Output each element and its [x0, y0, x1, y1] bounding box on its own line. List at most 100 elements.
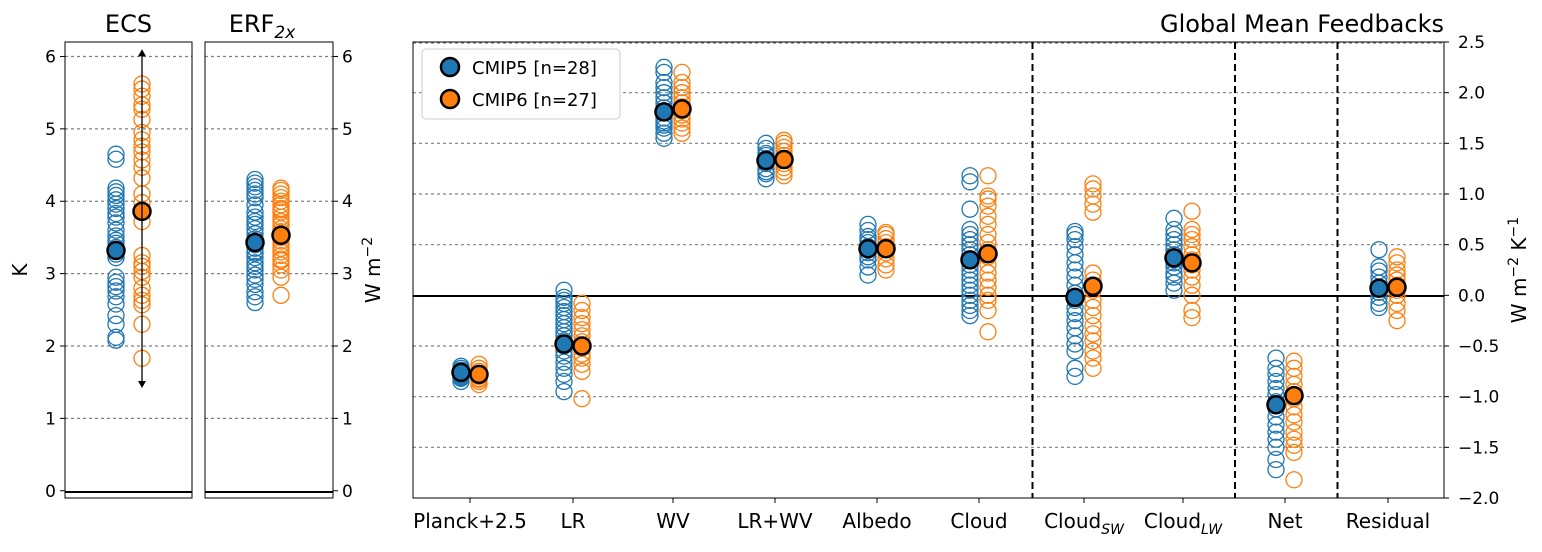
- model-point-cmip6: [979, 167, 997, 185]
- erf-y-ticks: 0 1 2 3 4 5 6: [333, 47, 353, 502]
- ecs-points: [106, 49, 152, 388]
- feedback-points: [451, 58, 1407, 489]
- model-point-cmip6: [979, 301, 997, 320]
- x-tick-label-sub: SW: [1101, 522, 1125, 538]
- model-point-cmip6: [1084, 187, 1102, 205]
- feedback-separators: [1031, 42, 1339, 498]
- model-point-cmip5: [107, 150, 125, 168]
- erf-gridlines: [205, 55, 333, 419]
- model-point-cmip5: [1066, 342, 1084, 360]
- model-point-cmip6: [979, 197, 997, 215]
- model-point-cmip5: [246, 188, 264, 207]
- erf-title: ERF2x: [229, 10, 296, 43]
- model-point-cmip5: [107, 288, 125, 306]
- ecs-y-ticks: 0 1 2 3 4 5 6: [45, 47, 65, 502]
- model-point-cmip6: [1183, 286, 1201, 304]
- erf-y-axis-label: W m−2: [360, 237, 385, 303]
- model-point-cmip5: [246, 257, 264, 276]
- y-tick-label: 0: [45, 482, 56, 502]
- model-point-cmip5: [961, 225, 979, 244]
- ecs-title: ECS: [105, 10, 152, 38]
- model-point-cmip5: [1267, 430, 1285, 448]
- legend-box: [421, 48, 621, 120]
- model-point-cmip6: [1084, 349, 1102, 367]
- mean-point-cmip6: [672, 99, 692, 119]
- model-point-cmip6: [979, 323, 997, 341]
- x-tick-label-main: LR: [560, 509, 585, 533]
- model-point-cmip6: [673, 78, 691, 97]
- x-tick-label-main: Planck+2.5: [413, 509, 527, 533]
- model-point-cmip6: [673, 124, 691, 142]
- model-point-cmip5: [655, 73, 673, 92]
- model-point-cmip6: [1084, 195, 1102, 213]
- erf-frame: [204, 41, 334, 499]
- mean-point-cmip6: [978, 244, 998, 264]
- model-point-cmip6: [673, 119, 691, 137]
- model-point-cmip6: [979, 215, 997, 234]
- model-point-cmip6: [1084, 298, 1102, 317]
- model-point-cmip6: [1285, 352, 1303, 370]
- model-point-cmip6: [1285, 443, 1303, 462]
- model-point-cmip5: [246, 185, 264, 203]
- y-tick-label: 6: [342, 47, 353, 67]
- x-tick-label: CloudLW: [1144, 509, 1223, 538]
- mean-point-cmip5: [654, 102, 674, 122]
- y-tick-label: −0.5: [1458, 337, 1499, 357]
- model-point-cmip6: [1183, 202, 1201, 220]
- y-tick-label: 3: [342, 265, 353, 285]
- y-tick-label: 5: [45, 120, 56, 140]
- model-point-cmip5: [1066, 238, 1084, 256]
- feedback-x-ticks: Planck+2.5 LR WV LR+WV Albedo Cloud CloudSW Clo…: [413, 498, 1430, 538]
- y-tick-label: 2: [45, 337, 56, 357]
- model-point-cmip5: [1066, 230, 1084, 249]
- x-tick-label-main: Cloud: [1144, 509, 1201, 533]
- model-point-cmip5: [107, 204, 125, 223]
- feedback-panel: −2.0 −1.5 −1.0 −0.5 0.0 0.5 1.0 1.5 2.0 2.5 Planc…: [412, 10, 1531, 538]
- model-point-cmip5: [961, 271, 979, 289]
- model-point-cmip6: [1183, 225, 1201, 244]
- x-tick-label-main: WV: [656, 509, 690, 533]
- x-tick-label: Net: [1267, 509, 1302, 533]
- model-point-cmip5: [961, 200, 979, 218]
- x-tick-label: CloudSW: [1044, 509, 1125, 538]
- x-tick-label: Cloud: [950, 509, 1007, 533]
- model-point-cmip6: [1084, 332, 1102, 350]
- model-point-cmip5: [246, 196, 264, 214]
- model-point-cmip5: [961, 220, 979, 239]
- model-point-cmip6: [979, 286, 997, 304]
- mean-point-cmip6: [271, 225, 291, 246]
- model-point-cmip5: [246, 203, 264, 221]
- model-point-cmip5: [859, 266, 877, 284]
- model-point-cmip6: [573, 301, 591, 320]
- mean-point-cmip6: [876, 238, 896, 259]
- model-point-cmip6: [1084, 317, 1102, 335]
- model-point-cmip5: [555, 298, 573, 317]
- arrowhead-down: [138, 380, 146, 388]
- model-point-cmip5: [757, 170, 775, 188]
- mean-point-cmip5: [451, 362, 471, 383]
- model-point-cmip6: [1285, 367, 1303, 386]
- model-point-cmip5: [1066, 268, 1084, 286]
- model-point-cmip5: [246, 178, 264, 196]
- mean-point-cmip5: [1065, 287, 1085, 308]
- model-point-cmip6: [1285, 413, 1303, 431]
- model-point-cmip5: [555, 281, 573, 299]
- model-point-cmip6: [1084, 359, 1102, 377]
- x-tick-label: Planck+2.5: [413, 509, 527, 533]
- model-point-cmip5: [655, 58, 673, 76]
- erf-panel: 0 1 2 3 4 5 6 ERF2x W m−2: [204, 10, 385, 502]
- model-point-cmip5: [859, 215, 877, 234]
- model-point-cmip5: [1267, 349, 1285, 367]
- model-point-cmip6: [573, 308, 591, 327]
- model-point-cmip6: [272, 246, 290, 265]
- x-tick-label-main: Cloud: [1044, 509, 1101, 533]
- model-point-cmip5: [246, 208, 264, 226]
- x-tick-label: WV: [656, 509, 690, 533]
- mean-point-cmip5: [960, 250, 980, 270]
- ecs-y-axis-label: K: [8, 263, 32, 277]
- model-point-cmip6: [1388, 248, 1406, 266]
- model-point-cmip6: [1084, 180, 1102, 198]
- model-point-cmip6: [1285, 436, 1303, 454]
- mean-point-cmip5: [245, 232, 265, 253]
- model-point-cmip5: [246, 181, 264, 200]
